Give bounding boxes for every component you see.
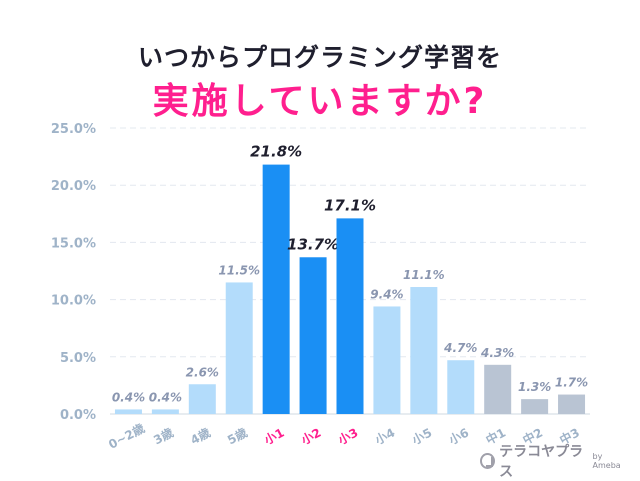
x-tick-label: 小5 (409, 425, 434, 448)
data-label: 13.7% (287, 235, 339, 253)
data-label: 0.4% (112, 390, 145, 404)
data-label: 21.8% (250, 143, 302, 161)
y-tick-label: 15.0% (51, 236, 96, 251)
bar (373, 306, 401, 414)
x-tick-label: 0~2歳 (106, 420, 147, 451)
bar (447, 360, 475, 414)
bar (521, 399, 549, 414)
bar (114, 409, 142, 414)
x-tick-label: 小4 (372, 425, 397, 448)
x-tick-label: 3歳 (151, 425, 176, 448)
data-label: 11.1% (403, 268, 445, 282)
brand-name: テラコヤプラス (499, 444, 584, 480)
bar (188, 384, 216, 414)
data-label: 2.6% (186, 365, 219, 379)
data-label: 0.4% (149, 390, 182, 404)
bar (336, 218, 364, 414)
y-tick-label: 10.0% (51, 294, 96, 309)
chart-title: いつからプログラミング学習を (137, 43, 502, 72)
x-tick-label: 小6 (446, 425, 471, 448)
bar (410, 287, 438, 414)
y-tick-label: 0.0% (60, 408, 96, 423)
data-label: 4.3% (480, 346, 514, 360)
bar (299, 257, 327, 414)
bar (225, 282, 253, 414)
data-label: 11.5% (218, 263, 260, 277)
bar (484, 364, 512, 414)
bar (262, 164, 290, 414)
x-tick-label: 4歳 (188, 425, 213, 448)
data-label: 9.4% (370, 287, 403, 301)
bar (151, 409, 179, 414)
chart-subtitle: 実施していますか? (152, 81, 488, 122)
data-label: 1.7% (555, 376, 588, 390)
data-label: 1.3% (518, 380, 551, 394)
x-tick-label: 5歳 (225, 425, 250, 448)
data-label: 4.7% (443, 341, 477, 355)
x-tick-label: 小2 (298, 425, 323, 448)
y-tick-label: 20.0% (51, 179, 96, 194)
brand-suffix: by Ameba (592, 452, 621, 470)
x-tick-label: 小3 (335, 425, 360, 448)
brand-check-icon (480, 453, 496, 469)
y-tick-label: 25.0% (51, 122, 96, 137)
brand-logo: テラコヤプラス by Ameba (480, 444, 630, 480)
y-tick-label: 5.0% (60, 351, 96, 366)
x-tick-label: 小1 (262, 425, 287, 448)
data-label: 17.1% (324, 196, 376, 214)
bar (558, 394, 586, 414)
